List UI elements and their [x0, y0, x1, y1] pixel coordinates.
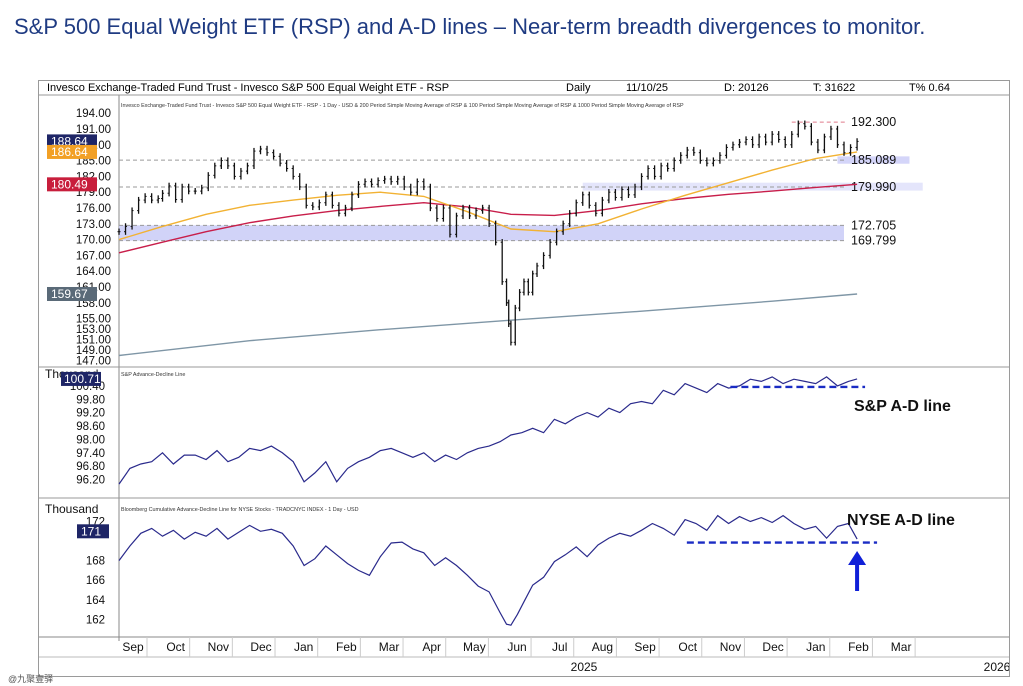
support-band: [837, 156, 910, 164]
sp-ad-legend-text: S&P Advance-Decline Line: [121, 372, 185, 378]
sp-ad-annotation: S&P A-D line: [854, 398, 951, 415]
price-level-label: 179.990: [851, 180, 896, 194]
price-y-tick-label: 147.00: [76, 356, 111, 368]
x-month-label: Feb: [848, 640, 869, 654]
sp-ad-y-tick-label: 96.80: [76, 461, 105, 473]
x-year-label: 2026: [984, 660, 1009, 674]
x-month-label: Nov: [208, 640, 229, 654]
sp-ad-y-tick-label: 99.80: [76, 394, 105, 406]
sp-ad-line: [118, 376, 858, 485]
x-month-label: Aug: [592, 640, 613, 654]
price-y-tick-label: 149.00: [76, 345, 111, 357]
nyse-ad-legend-text: Bloomberg Cumulative Advance-Decline Lin…: [121, 507, 359, 513]
last-value-tag: [47, 286, 97, 301]
price-y-tick-label: 151.00: [76, 335, 111, 347]
x-month-label: Nov: [720, 640, 741, 654]
header-period: Daily: [566, 82, 591, 94]
nyse-ad-annotation: NYSE A-D line: [847, 512, 955, 529]
support-band: [119, 225, 844, 241]
nyse-ad-last-value-label: 171: [81, 524, 101, 538]
price-y-tick-label: 191.00: [76, 124, 111, 136]
last-value-tag-label: 180.49: [51, 177, 88, 191]
last-value-tag: [47, 144, 97, 159]
price-level-label: 185.089: [851, 153, 896, 167]
sp-ad-last-value-label: 100.71: [64, 372, 101, 386]
x-month-label: May: [463, 640, 486, 654]
price-level-label: 169.799: [851, 234, 896, 248]
nyse-ad-y-tick-label: 162: [86, 614, 105, 626]
x-month-label: Apr: [422, 640, 441, 654]
price-bars: [117, 120, 859, 346]
price-level-label: 172.705: [851, 218, 896, 232]
sp-ad-last-value-tag: [61, 371, 101, 386]
price-y-tick-label: 170.00: [76, 235, 111, 247]
price-y-tick-label: 167.00: [76, 250, 111, 262]
sp-ad-y-tick-label: 98.60: [76, 421, 105, 433]
last-value-tag: [47, 177, 97, 192]
price-y-tick-label: 155.00: [76, 314, 111, 326]
nyse-ad-y-tick-label: 168: [86, 556, 105, 568]
price-y-tick-label: 153.00: [76, 324, 111, 336]
x-month-label: Sep: [122, 640, 144, 654]
watermark: @九聚壹驿: [8, 674, 54, 684]
price-y-tick-label: 176.00: [76, 203, 111, 215]
x-month-label: Sep: [634, 640, 656, 654]
chart-svg: Invesco Exchange-Traded Fund Trust - Inv…: [39, 94, 1009, 674]
slide-title: S&P 500 Equal Weight ETF (RSP) and A-D l…: [14, 14, 926, 39]
nyse-ad-unit-label: Thousand: [45, 502, 98, 516]
moving-average-line: [118, 183, 858, 254]
price-legend-text: Invesco Exchange-Traded Fund Trust - Inv…: [121, 103, 684, 109]
nyse-ad-y-tick-label: 164: [86, 595, 106, 607]
header-date: 11/10/25: [626, 82, 669, 94]
x-month-label: Oct: [678, 640, 697, 654]
x-month-label: Mar: [891, 640, 912, 654]
sp-ad-y-tick-label: 96.20: [76, 475, 105, 487]
x-month-label: Oct: [166, 640, 185, 654]
header-t-value: T: 31622: [813, 82, 856, 94]
x-month-label: Jan: [294, 640, 313, 654]
last-value-tag: [47, 134, 97, 149]
moving-average-line: [118, 293, 858, 357]
x-month-label: Jan: [806, 640, 825, 654]
x-month-label: Feb: [336, 640, 357, 654]
price-y-tick-label: 194.00: [76, 108, 111, 120]
sp-ad-y-tick-label: 98.00: [76, 434, 105, 446]
chart-frame: Invesco Exchange-Traded Fund Trust - Inv…: [38, 80, 1010, 677]
nyse-ad-y-tick-label: 166: [86, 575, 105, 587]
up-arrow-icon: [848, 551, 867, 565]
x-month-label: Dec: [762, 640, 783, 654]
header-security: Invesco Exchange-Traded Fund Trust - Inv…: [47, 82, 450, 94]
x-month-label: Jul: [552, 640, 567, 654]
x-month-label: Mar: [379, 640, 400, 654]
last-value-tag-label: 188.64: [51, 134, 88, 148]
header-d-value: D: 20126: [724, 82, 769, 94]
nyse-ad-line: [118, 514, 858, 626]
x-month-label: Dec: [250, 640, 271, 654]
x-year-label: 2025: [571, 660, 598, 674]
price-y-tick-label: 164.00: [76, 266, 111, 278]
x-month-label: Jun: [507, 640, 526, 654]
last-value-tag-label: 186.64: [51, 145, 88, 159]
last-value-tag-label: 159.67: [51, 287, 88, 301]
price-level-label: 192.300: [851, 115, 896, 129]
header-t-pct: T% 0.64: [909, 82, 950, 94]
price-y-tick-label: 173.00: [76, 219, 111, 231]
sp-ad-y-tick-label: 99.20: [76, 408, 105, 420]
sp-ad-y-tick-label: 97.40: [76, 448, 105, 460]
nyse-ad-last-value-tag: [77, 524, 109, 539]
